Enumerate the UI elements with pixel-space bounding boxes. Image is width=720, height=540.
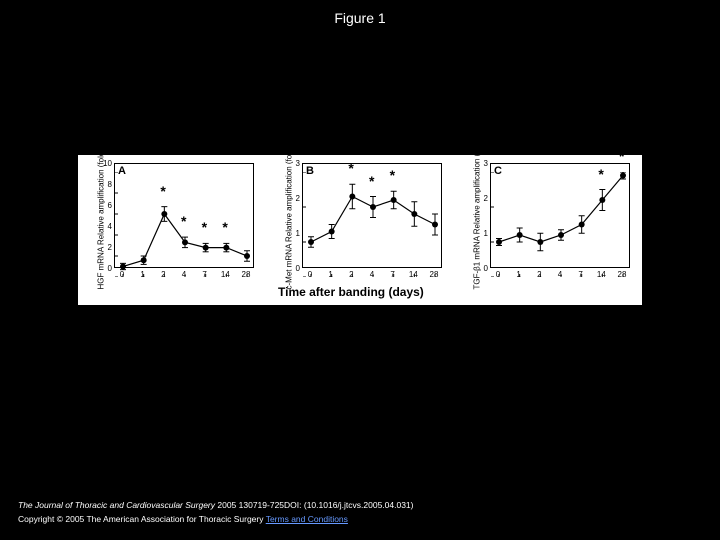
x-axis-label: Time after banding (days): [278, 285, 424, 299]
x-tick-label: 28: [427, 270, 441, 279]
x-tick-label: 2: [156, 270, 170, 279]
significance-star: *: [619, 149, 624, 163]
plot-area: [490, 163, 630, 268]
y-tick-label: 8: [100, 180, 112, 189]
panel-letter: A: [118, 165, 126, 177]
y-tick-label: 2: [476, 194, 488, 203]
significance-star: *: [181, 214, 186, 228]
x-tick-label: 14: [406, 270, 420, 279]
x-tick-label: 7: [198, 270, 212, 279]
x-tick-label: 1: [324, 270, 338, 279]
y-tick-label: 1: [476, 229, 488, 238]
y-tick-label: 4: [100, 222, 112, 231]
x-tick-label: 28: [239, 270, 253, 279]
y-tick-label: 6: [100, 201, 112, 210]
x-tick-label: 14: [218, 270, 232, 279]
significance-star: *: [222, 220, 227, 234]
significance-star: *: [390, 168, 395, 182]
panel-letter: C: [494, 165, 502, 177]
x-tick-label: 2: [532, 270, 546, 279]
y-tick-label: 0: [100, 264, 112, 273]
significance-star: *: [598, 167, 603, 181]
chart-svg: [491, 172, 631, 277]
y-tick-label: 2: [288, 194, 300, 203]
terms-and-conditions-link[interactable]: Terms and Conditions: [266, 514, 348, 524]
x-tick-label: 2: [344, 270, 358, 279]
significance-star: *: [202, 220, 207, 234]
copyright-line: Copyright © 2005 The American Associatio…: [18, 514, 348, 524]
x-tick-label: 1: [512, 270, 526, 279]
x-tick-label: 4: [553, 270, 567, 279]
x-tick-label: 0: [491, 270, 505, 279]
panel-c: TGF-β1 mRNA Relative amplification (fold…: [490, 155, 630, 283]
y-tick-label: 3: [476, 159, 488, 168]
y-tick-label: 1: [288, 229, 300, 238]
citation-line: The Journal of Thoracic and Cardiovascul…: [18, 500, 414, 510]
panel-letter: B: [306, 165, 314, 177]
y-tick-label: 3: [288, 159, 300, 168]
figure-title: Figure 1: [334, 10, 385, 26]
citation-journal: The Journal of Thoracic and Cardiovascul…: [18, 500, 215, 510]
citation-rest: 2005 130719-725DOI: (10.1016/j.jtcvs.200…: [215, 500, 413, 510]
significance-star: *: [348, 161, 353, 175]
y-tick-label: 0: [288, 264, 300, 273]
significance-star: *: [369, 174, 374, 188]
copyright-text: Copyright © 2005 The American Associatio…: [18, 514, 266, 524]
x-tick-label: 0: [115, 270, 129, 279]
panel-a: HGF mRNA Relative amplification (folds)0…: [114, 155, 254, 283]
x-tick-label: 7: [574, 270, 588, 279]
x-tick-label: 28: [615, 270, 629, 279]
x-tick-label: 7: [386, 270, 400, 279]
x-tick-label: 4: [365, 270, 379, 279]
y-tick-label: 0: [476, 264, 488, 273]
y-tick-label: 10: [100, 159, 112, 168]
panel-b: c-Met mRNA Relative amplification (folds…: [302, 155, 442, 283]
x-tick-label: 14: [594, 270, 608, 279]
x-tick-label: 1: [136, 270, 150, 279]
x-tick-label: 0: [303, 270, 317, 279]
y-tick-label: 2: [100, 243, 112, 252]
x-tick-label: 4: [177, 270, 191, 279]
significance-star: *: [160, 184, 165, 198]
chart-container: HGF mRNA Relative amplification (folds)0…: [78, 155, 642, 305]
